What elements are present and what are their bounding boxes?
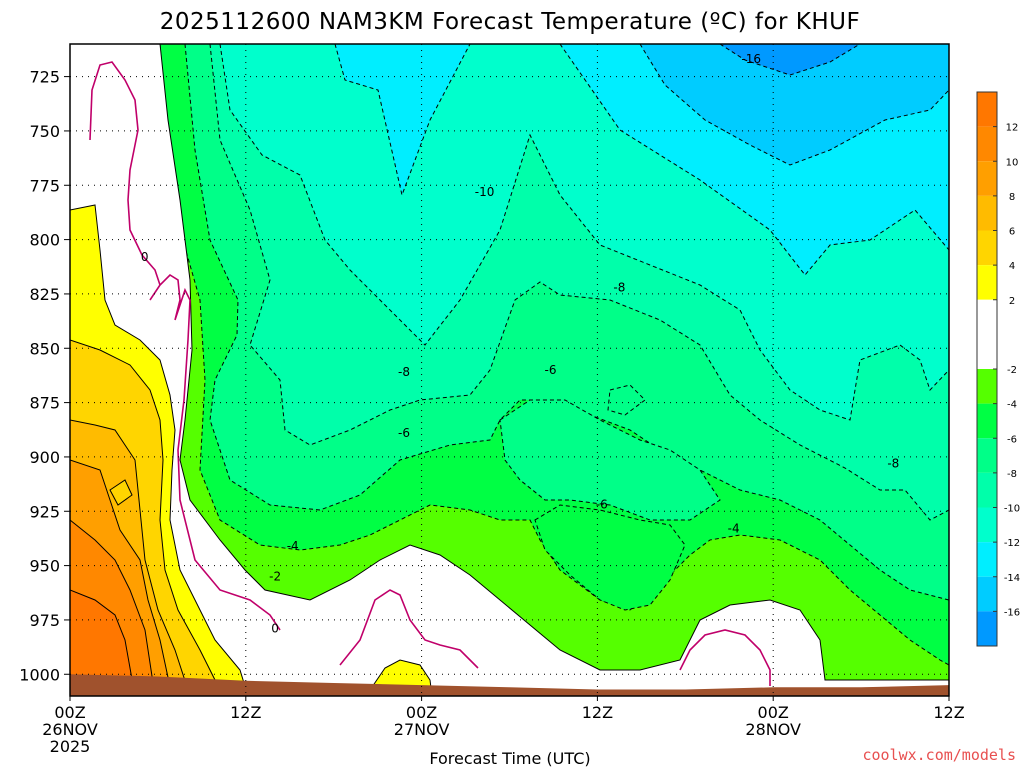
- y-axis: 725 750 775 800 825 850 875 900 925 950 975 1000: [19, 68, 70, 684]
- x-tick-year-label: 2025: [50, 737, 91, 756]
- y-tick-label: 725: [29, 68, 60, 87]
- x-tick-time-label: 12Z: [230, 703, 261, 722]
- x-tick-time-label: 00Z: [54, 703, 85, 722]
- temperature-band-minus12: [334, 44, 471, 197]
- contour-label: -8: [887, 456, 899, 470]
- contour-label: -6: [398, 426, 410, 440]
- contour-label: -10: [475, 185, 495, 199]
- contour-label: 0: [141, 250, 149, 264]
- pressure-gridlines: [70, 76, 949, 675]
- x-tick-date-label: 26NOV: [42, 720, 98, 739]
- temperature-island-minus6: [499, 399, 721, 521]
- colorbar-bin: [977, 542, 997, 577]
- colorbar-label: -10: [1004, 504, 1020, 515]
- contour-label: 0: [271, 622, 279, 636]
- colorbar-label: 12: [1006, 123, 1019, 134]
- x-tick-date-label: 27NOV: [394, 720, 450, 739]
- colorbar-label: 4: [1009, 261, 1015, 272]
- colorbar-label: -16: [1004, 607, 1020, 618]
- contour-label: -16: [741, 52, 761, 66]
- y-tick-label: 850: [29, 339, 60, 358]
- y-tick-label: 950: [29, 557, 60, 576]
- plot-frame: [69, 43, 950, 697]
- colorbar-bin: [977, 126, 997, 162]
- x-axis-label: Forecast Time (UTC): [429, 749, 590, 768]
- colorbar-bin: [977, 472, 997, 508]
- credit-text: coolwx.com/models: [862, 746, 1016, 764]
- x-tick-time-label: 12Z: [933, 703, 964, 722]
- colorbar-label: -4: [1007, 400, 1017, 411]
- colorbar-bin: [977, 403, 997, 439]
- temperature-island-minus8: [607, 384, 646, 416]
- terrain-surface: [70, 674, 949, 696]
- temperature-island-minus4: [534, 504, 686, 611]
- colorbar-label: -12: [1004, 538, 1020, 549]
- y-tick-label: 825: [29, 285, 60, 304]
- temperature-band-minus6: [70, 44, 949, 696]
- colorbar-bin: [977, 576, 997, 612]
- colorbar-label: 8: [1009, 192, 1015, 203]
- colorbar-bin: [977, 230, 997, 266]
- colorbar-label: 6: [1009, 227, 1015, 238]
- temperature-blob-plus6: [109, 479, 133, 506]
- colorbar-label: -14: [1004, 573, 1020, 584]
- freezing-isotherm-line: [89, 61, 281, 631]
- colorbar-bin: [977, 299, 997, 369]
- y-tick-label: 900: [29, 448, 60, 467]
- colorbar-label: 10: [1006, 157, 1019, 168]
- contour-label: -6: [545, 363, 557, 377]
- y-tick-label: 875: [29, 394, 60, 413]
- y-tick-label: 975: [29, 611, 60, 630]
- temperature-band-minus14: [639, 44, 949, 166]
- colorbar-bin: [977, 611, 997, 646]
- y-tick-label: 925: [29, 502, 60, 521]
- x-tick-time-label: 12Z: [582, 703, 613, 722]
- freezing-isotherm-line: [339, 589, 479, 669]
- contour-label: -4: [728, 522, 740, 536]
- x-tick-time-label: 00Z: [406, 703, 437, 722]
- temperature-band-plus12: [70, 589, 136, 696]
- contour-label: -8: [398, 365, 410, 379]
- y-tick-label: 1000: [19, 665, 60, 684]
- colorbar-bin: [977, 265, 997, 300]
- colorbar-bin: [977, 161, 997, 196]
- x-tick-date-label: 28NOV: [745, 720, 801, 739]
- time-gridlines: [245, 44, 774, 696]
- y-tick-label: 750: [29, 122, 60, 141]
- colorbar-bin: [977, 369, 997, 404]
- contour-label: -4: [287, 539, 299, 553]
- colorbar-bin: [977, 195, 997, 231]
- colorbar-label: -6: [1007, 434, 1017, 445]
- chart-title: 2025112600 NAM3KM Forecast Temperature (…: [160, 9, 860, 35]
- colorbar-label: -8: [1007, 469, 1017, 480]
- colorbar-bin: [977, 438, 997, 473]
- y-tick-label: 800: [29, 231, 60, 250]
- colorbar-label: 2: [1009, 296, 1015, 307]
- contour-labels: -16 -10 0 -8 -8 -6 -6 -8 -6 -4 -4 -2 0: [141, 52, 899, 636]
- plot-area: -16 -10 0 -8 -8 -6 -6 -8 -6 -4 -4 -2 0: [70, 44, 949, 696]
- contour-label: -2: [269, 569, 281, 583]
- y-tick-label: 775: [29, 176, 60, 195]
- x-tick-time-label: 00Z: [758, 703, 789, 722]
- colorbar: 12 10 8 6 4 2 -2 -4 -6 -8 -10 -12 -14 -16: [976, 91, 1020, 647]
- contour-label: -6: [596, 498, 608, 512]
- colorbar-bin: [977, 92, 997, 127]
- contour-label: -8: [613, 280, 625, 294]
- temperature-band-minus16: [719, 44, 861, 76]
- colorbar-label: -2: [1007, 365, 1017, 376]
- colorbar-bin: [977, 507, 997, 543]
- freezing-isotherm-line: [679, 629, 771, 686]
